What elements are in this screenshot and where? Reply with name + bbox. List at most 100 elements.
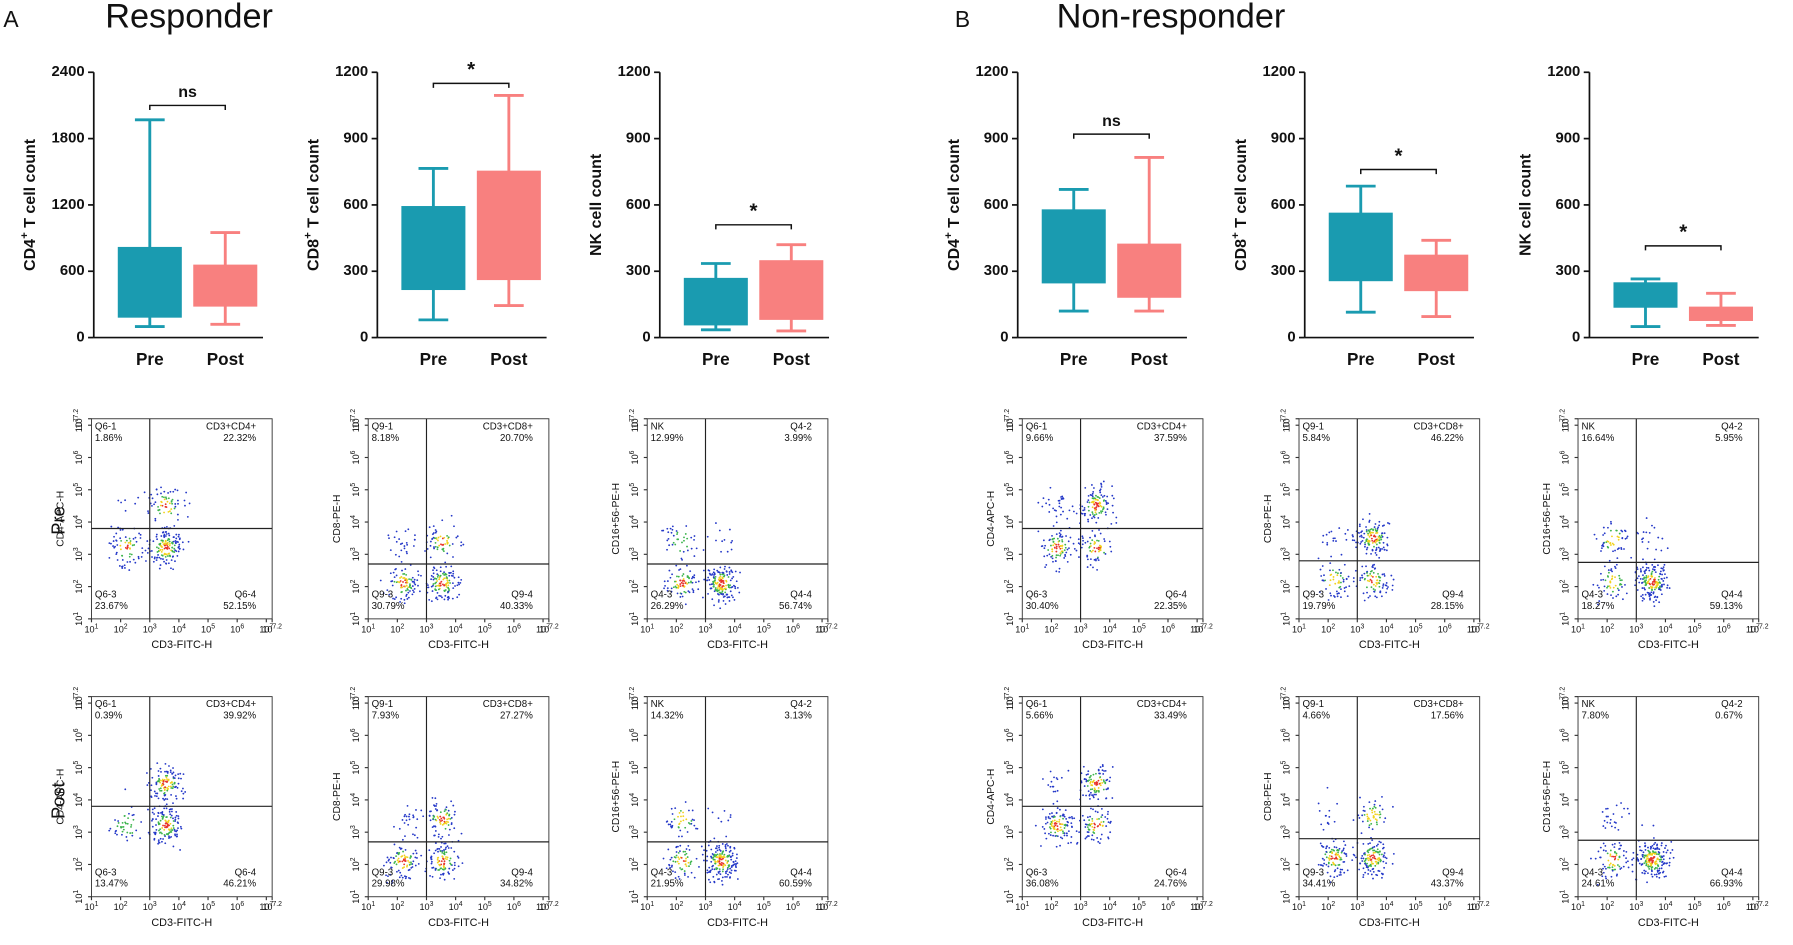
event-dot xyxy=(159,819,162,822)
y-tick-label: 300 xyxy=(1556,263,1581,279)
event-dot xyxy=(720,879,723,882)
event-dot xyxy=(169,771,172,774)
event-dot xyxy=(440,863,443,866)
event-dot xyxy=(1661,864,1663,867)
quadrant-events xyxy=(1590,842,1634,886)
event-dot xyxy=(671,525,674,528)
event-dot xyxy=(717,864,720,867)
event-dot xyxy=(165,506,168,508)
event-dot xyxy=(445,813,448,816)
event-dot xyxy=(1374,857,1377,860)
event-dot xyxy=(169,813,172,816)
event-dot xyxy=(121,830,124,833)
event-dot xyxy=(1655,599,1658,602)
event-dot xyxy=(167,787,170,790)
event-dot xyxy=(435,578,438,580)
event-dot xyxy=(1096,504,1099,507)
tick-exponent: 5 xyxy=(73,483,80,487)
event-dot xyxy=(406,856,409,859)
tick-exponent: 1 xyxy=(1560,612,1567,616)
event-dot xyxy=(401,586,404,589)
tick-exponent: 2 xyxy=(401,901,405,908)
event-dot xyxy=(1606,586,1608,589)
event-dot xyxy=(1654,861,1656,864)
event-dot xyxy=(1645,577,1647,579)
event-dot xyxy=(1342,580,1345,583)
event-dot xyxy=(166,789,169,792)
event-dot xyxy=(686,564,688,567)
event-dot xyxy=(1361,539,1364,542)
event-dot xyxy=(1374,551,1377,554)
flow-plot: Q6-19.66%CD3+CD4+37.59%Q6-330.40%Q6-422.… xyxy=(986,409,1213,651)
event-dot xyxy=(1098,497,1101,500)
event-dot xyxy=(1109,776,1112,779)
event-dot xyxy=(169,785,172,788)
tick-exponent: 7.2 xyxy=(1203,901,1213,908)
event-dot xyxy=(1060,496,1062,498)
event-dot xyxy=(1056,537,1059,540)
x-axis-label: CD3-FITC-H xyxy=(1082,917,1143,929)
event-dot xyxy=(1372,588,1375,590)
event-dot xyxy=(1665,862,1668,865)
event-dot xyxy=(457,576,460,579)
event-dot xyxy=(1611,575,1614,578)
event-dot xyxy=(453,827,456,830)
event-dot xyxy=(161,782,164,785)
flow-plot: NK16.64%Q4-25.95%Q4-318.27%Q4-459.13%101… xyxy=(1542,409,1769,651)
event-dot xyxy=(1094,781,1096,784)
event-dot xyxy=(441,537,444,540)
event-dot xyxy=(1081,535,1084,538)
tick-exponent: 6 xyxy=(1727,901,1731,908)
event-dot xyxy=(1087,773,1089,776)
quadrant-percent: 29.98% xyxy=(372,879,405,890)
tick-base: 10 xyxy=(1470,903,1480,913)
tick-base: 10 xyxy=(1292,903,1302,913)
event-dot xyxy=(1090,550,1093,553)
y-tick-label: 106 xyxy=(629,450,640,464)
event-dot xyxy=(408,818,411,821)
event-dot xyxy=(154,833,157,836)
event-dot xyxy=(1355,541,1357,544)
event-dot xyxy=(1658,581,1661,584)
event-dot xyxy=(1072,542,1075,545)
event-dot xyxy=(1049,834,1052,837)
event-dot xyxy=(178,533,180,536)
event-dot xyxy=(1060,506,1063,509)
x-tick-label: 107 xyxy=(536,901,550,912)
y-axis-label: CD16+56-PE-H xyxy=(1542,761,1553,833)
event-dot xyxy=(168,554,171,557)
significance-label: * xyxy=(1394,144,1402,167)
event-dot xyxy=(1091,495,1094,498)
event-dot xyxy=(1359,579,1362,582)
event-dot xyxy=(129,547,131,550)
event-dot xyxy=(185,491,188,494)
event-dot xyxy=(1048,503,1051,506)
event-dot xyxy=(1044,544,1047,547)
event-dot xyxy=(1083,514,1086,517)
event-dot xyxy=(435,802,438,805)
event-dot xyxy=(1329,579,1332,582)
event-dot xyxy=(161,495,164,498)
event-dot xyxy=(1111,766,1114,768)
event-dot xyxy=(1665,576,1668,579)
event-dot xyxy=(1059,808,1061,811)
event-dot xyxy=(1090,784,1093,787)
event-dot xyxy=(1644,569,1647,572)
event-dot xyxy=(1317,557,1320,560)
x-tick-label: 107.2 xyxy=(1470,624,1490,635)
tick-exponent: 2 xyxy=(1004,857,1011,861)
event-dot xyxy=(1370,586,1373,589)
event-dot xyxy=(1323,862,1326,865)
event-dot xyxy=(1661,871,1664,874)
event-dot xyxy=(1371,575,1374,578)
event-dot xyxy=(406,543,409,546)
tick-exponent: 3 xyxy=(1560,825,1567,829)
quadrant-percent: 52.15% xyxy=(223,601,256,612)
event-dot xyxy=(1048,826,1051,829)
event-dot xyxy=(437,588,440,591)
tick-base: 10 xyxy=(507,625,517,635)
event-dot xyxy=(682,815,685,818)
event-dot xyxy=(1099,766,1102,769)
event-dot xyxy=(172,785,175,788)
event-dot xyxy=(718,878,721,880)
